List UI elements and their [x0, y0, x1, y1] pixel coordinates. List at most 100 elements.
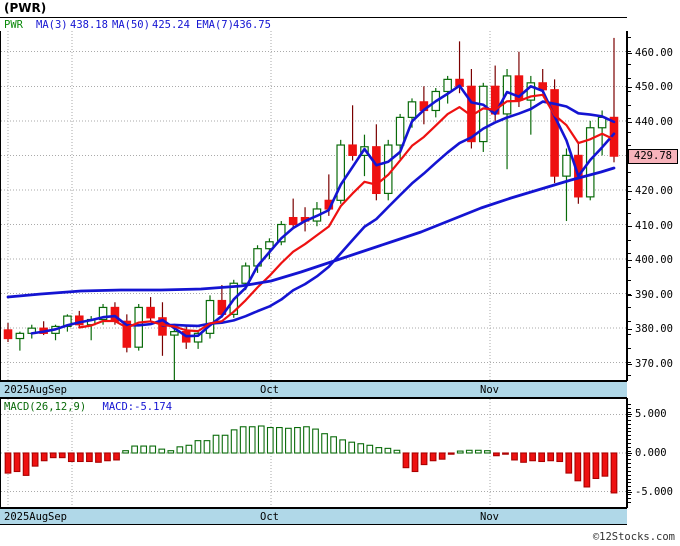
axis-minor-tick	[627, 118, 631, 120]
axis-tick	[627, 491, 632, 493]
axis-minor-tick	[627, 375, 631, 376]
current-price-tag: 429.78	[628, 149, 678, 165]
axis-minor-tick	[627, 361, 631, 363]
axis-minor-tick	[627, 411, 631, 413]
axis-minor-tick	[627, 239, 631, 241]
axis-minor-tick	[627, 502, 631, 503]
date-axis-label: 2025Aug	[4, 384, 49, 396]
axis-minor-tick	[627, 64, 631, 65]
axis-minor-tick	[627, 439, 631, 441]
axis-minor-tick	[627, 466, 631, 468]
price-chart-panel[interactable]	[0, 31, 627, 381]
axis-minor-tick	[627, 423, 631, 425]
axis-label: 380.00	[635, 323, 673, 336]
macd-indicator-value: MACD:-5.174	[102, 401, 173, 413]
axis-minor-tick	[627, 458, 631, 460]
axis-minor-tick	[627, 77, 631, 79]
price-axis-line	[627, 31, 628, 381]
axis-tick	[627, 294, 632, 296]
axis-minor-tick	[627, 307, 631, 309]
axis-minor-tick	[627, 478, 631, 480]
axis-minor-tick	[627, 334, 631, 336]
axis-tick	[627, 121, 632, 123]
axis-minor-tick	[627, 91, 631, 93]
axis-label: 420.00	[635, 184, 673, 197]
axis-minor-tick	[627, 494, 631, 496]
price-chart-svg	[1, 31, 626, 380]
axis-tick	[627, 190, 632, 192]
axis-minor-tick	[627, 131, 631, 133]
axis-minor-tick	[627, 451, 631, 452]
axis-minor-tick	[627, 498, 631, 500]
axis-label: 440.00	[635, 115, 673, 128]
axis-minor-tick	[627, 470, 631, 472]
axis-tick	[627, 87, 632, 89]
legend-ma50-value: 425.24	[152, 19, 190, 31]
axis-minor-tick	[627, 462, 631, 464]
axis-minor-tick	[627, 427, 631, 429]
axis-tick	[627, 52, 632, 54]
axis-tick	[627, 329, 632, 331]
axis-label: 450.00	[635, 81, 673, 94]
axis-label: 5.000	[635, 408, 667, 421]
legend-symbol: PWR	[4, 19, 23, 31]
axis-minor-tick	[627, 443, 631, 445]
date-axis-label: Nov	[480, 384, 499, 396]
macd-chart-panel[interactable]	[0, 398, 627, 508]
axis-minor-tick	[627, 37, 631, 38]
axis-label: 370.00	[635, 357, 673, 370]
date-axis-label: Sep	[48, 511, 67, 523]
axis-label: 390.00	[635, 288, 673, 301]
date-axis-label: Nov	[480, 511, 499, 523]
axis-minor-tick	[627, 435, 631, 437]
axis-tick	[627, 414, 632, 416]
axis-minor-tick	[627, 226, 631, 228]
axis-minor-tick	[627, 348, 631, 349]
axis-label: -5.000	[635, 485, 673, 498]
axis-minor-tick	[627, 266, 631, 268]
axis-tick	[627, 453, 632, 454]
macd-legend: MACD(26,12,9) MACD:-5.174	[4, 401, 172, 413]
axis-minor-tick	[627, 486, 631, 488]
axis-tick	[627, 225, 632, 227]
date-axis-macd: 2025Aug Sep Oct Nov	[0, 508, 627, 525]
price-axis: 460.00450.00440.00430.00420.00410.00400.…	[627, 31, 680, 381]
axis-label: 410.00	[635, 219, 673, 232]
legend-ema7-label: EMA(7)	[196, 19, 234, 31]
legend-ma3-label: MA(3)	[36, 19, 68, 31]
axis-minor-tick	[627, 407, 631, 409]
axis-minor-tick	[627, 293, 631, 295]
date-axis-price: 2025Aug Sep Oct Nov	[0, 381, 627, 398]
axis-minor-tick	[627, 455, 631, 456]
macd-chart-svg	[1, 399, 626, 507]
legend-ma50-label: MA(50)	[112, 19, 150, 31]
axis-minor-tick	[627, 199, 631, 201]
axis-minor-tick	[627, 280, 631, 282]
axis-minor-tick	[627, 253, 631, 255]
axis-minor-tick	[627, 474, 631, 476]
macd-axis: 5.000 0.000 -5.000	[627, 398, 680, 508]
axis-label: 0.000	[635, 447, 667, 459]
axis-minor-tick	[627, 145, 631, 147]
watermark: ©12Stocks.com	[592, 531, 675, 543]
axis-minor-tick	[627, 431, 631, 433]
date-axis-label: Oct	[260, 511, 279, 523]
axis-label: 400.00	[635, 254, 673, 267]
axis-label: 460.00	[635, 46, 673, 59]
date-axis-label: Sep	[48, 384, 67, 396]
axis-minor-tick	[627, 50, 631, 52]
axis-minor-tick	[627, 104, 631, 106]
axis-minor-tick	[627, 490, 631, 492]
legend-ema7-value: 436.75	[233, 19, 271, 31]
date-axis-label: Oct	[260, 384, 279, 396]
macd-indicator-label: MACD(26,12,9)	[4, 401, 87, 413]
axis-minor-tick	[627, 404, 631, 405]
date-axis-label: 2025Aug	[4, 511, 49, 523]
axis-tick	[627, 363, 632, 365]
axis-minor-tick	[627, 320, 631, 322]
axis-minor-tick	[627, 419, 631, 421]
axis-minor-tick	[627, 212, 631, 214]
axis-tick	[627, 260, 632, 262]
axis-minor-tick	[627, 185, 631, 187]
page-title: (PWR)	[4, 1, 47, 15]
